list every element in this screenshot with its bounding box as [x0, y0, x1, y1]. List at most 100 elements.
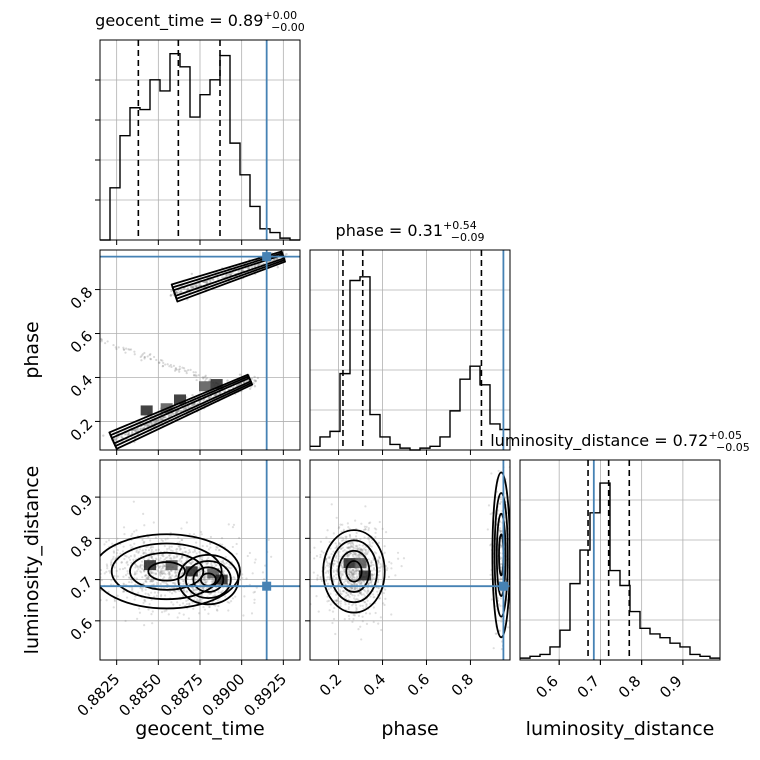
geocent_time-vs-luminosity_distance-point: [180, 578, 184, 581]
geocent_time-vs-phase-point: [186, 405, 190, 408]
phase-vs-luminosity_distance-point: [499, 578, 503, 581]
phase-vs-luminosity_distance-point: [348, 595, 351, 598]
geocent_time-vs-luminosity_distance-point: [88, 556, 90, 558]
geocent_time-vs-phase-point: [185, 372, 188, 375]
phase-vs-luminosity_distance-point: [354, 604, 358, 607]
geocent_time-vs-luminosity_distance-point: [190, 578, 193, 581]
geocent_time-vs-luminosity_distance-point: [133, 598, 136, 601]
geocent_time-vs-luminosity_distance-point: [144, 588, 147, 591]
phase-vs-luminosity_distance-point: [348, 570, 351, 573]
phase-vs-luminosity_distance-point: [370, 569, 373, 572]
phase-vs-luminosity_distance-point: [337, 581, 341, 584]
phase-vs-luminosity_distance-point: [338, 536, 341, 539]
phase-vs-luminosity_distance-point: [339, 602, 342, 605]
geocent_time-vs-luminosity_distance-point: [168, 554, 171, 557]
phase-vs-luminosity_distance-point: [361, 548, 364, 552]
geocent_time-vs-phase-point: [209, 280, 212, 283]
geocent_time-vs-luminosity_distance-point: [105, 599, 108, 602]
phase-vs-luminosity_distance-point: [328, 540, 331, 544]
geocent_time-vs-phase-point: [115, 437, 118, 440]
geocent_time-vs-phase-point: [100, 337, 103, 341]
geocent_time-vs-luminosity_distance-point: [238, 536, 241, 540]
geocent_time-vs-luminosity_distance-point: [208, 605, 211, 609]
geocent_time-vs-luminosity_distance-point: [178, 547, 182, 550]
luminosity-distance-xlabel: luminosity_distance: [526, 718, 715, 740]
geocent_time-vs-phase-point: [204, 374, 207, 377]
phase-vs-luminosity_distance-point: [312, 571, 315, 574]
phase-vs-luminosity_distance-point: [372, 593, 375, 596]
geocent_time-vs-luminosity_distance-point: [125, 555, 128, 558]
phase-vs-luminosity_distance-point: [507, 626, 510, 629]
geocent_time-vs-luminosity_distance-plot-area: [88, 500, 273, 627]
geocent_time-vs-luminosity_distance-point: [207, 578, 210, 581]
phase-vs-luminosity_distance-point: [374, 531, 377, 534]
phase-vs-luminosity_distance-point: [386, 567, 389, 570]
geocent_time-vs-luminosity_distance-point: [192, 589, 195, 592]
geocent_time-vs-luminosity_distance-point: [198, 570, 201, 573]
geocent_time-vs-phase-point: [237, 269, 240, 273]
geocent_time-vs-phase-point: [207, 396, 211, 400]
luminosity_distance-1d-xtick-label: 0.8: [615, 672, 645, 702]
geocent_time-vs-phase-point: [154, 421, 157, 424]
geocent_time-vs-luminosity_distance-point: [180, 555, 184, 558]
phase-vs-luminosity_distance-point: [336, 599, 339, 602]
geocent_time-vs-luminosity_distance-point: [205, 581, 208, 584]
geocent_time-vs-luminosity_distance-point: [112, 551, 116, 554]
phase-vs-luminosity_distance-point: [353, 594, 356, 597]
phase-vs-luminosity_distance-point: [352, 575, 355, 579]
phase-vs-luminosity_distance-point: [324, 571, 328, 574]
phase-vs-luminosity_distance-contours: [322, 471, 510, 639]
geocent_time-vs-phase-point: [146, 355, 149, 358]
phase-vs-luminosity_distance-point: [315, 595, 318, 598]
phase-vs-luminosity_distance-point: [363, 525, 366, 528]
geocent_time-vs-luminosity_distance-point: [136, 617, 139, 620]
phase-vs-luminosity_distance-point: [336, 587, 340, 590]
geocent_time-vs-phase-point: [252, 382, 255, 385]
geocent_time-vs-phase-point: [192, 402, 196, 406]
geocent_time-vs-luminosity_distance-point: [199, 598, 202, 601]
geocent_time-vs-phase-point: [226, 379, 229, 382]
geocent_time-vs-luminosity_distance-point: [149, 569, 152, 573]
geocent_time-vs-luminosity_distance-point: [135, 577, 138, 580]
geocent_time-vs-phase-point: [256, 376, 260, 380]
geocent_time-vs-luminosity_distance-point: [148, 594, 151, 597]
geocent_time-vs-luminosity_distance-point: [111, 542, 114, 545]
phase-vs-luminosity_distance-point: [494, 632, 497, 635]
geocent_time-vs-luminosity_distance-point: [161, 580, 164, 584]
geocent_time-vs-luminosity_distance-point: [191, 587, 195, 590]
geocent_time-vs-luminosity_distance-point: [169, 576, 172, 579]
geocent_time-vs-luminosity_distance-point: [264, 564, 267, 567]
geocent_time-vs-luminosity_distance-point: [178, 589, 181, 593]
geocent_time-vs-luminosity_distance-point: [124, 619, 127, 623]
geocent_time-vs-phase-point: [214, 394, 217, 397]
geocent_time-vs-luminosity_distance-point: [210, 578, 214, 581]
geocent_time-vs-luminosity_distance-point: [182, 589, 186, 592]
geocent_time-vs-luminosity_distance-point: [158, 566, 161, 569]
geocent_time-vs-luminosity_distance-point: [254, 558, 257, 561]
phase-vs-luminosity_distance-point: [378, 556, 381, 560]
phase-vs-luminosity_distance-point: [351, 545, 355, 549]
geocent_time-vs-luminosity_distance-point: [167, 572, 170, 575]
geocent_time-vs-luminosity_distance-point: [188, 561, 191, 564]
phase-vs-luminosity_distance-point: [355, 577, 359, 580]
phase-vs-luminosity_distance-point: [489, 544, 492, 547]
geocent_time-vs-luminosity_distance-point: [186, 582, 190, 585]
geocent_time-vs-luminosity_distance-point: [209, 542, 212, 546]
geocent_time-vs-luminosity_distance-point: [215, 564, 218, 567]
geocent_time-vs-luminosity_distance-point: [110, 559, 113, 562]
geocent_time-vs-luminosity_distance-point: [177, 545, 181, 548]
geocent_time-vs-luminosity_distance-point: [116, 537, 119, 540]
phase-vs-luminosity_distance-point: [370, 573, 373, 576]
geocent_time-vs-luminosity_distance-point: [221, 560, 224, 563]
geocent_time-vs-luminosity_distance-point: [163, 576, 166, 579]
phase-vs-luminosity_distance-point: [370, 579, 373, 582]
geocent_time-vs-phase-point: [139, 355, 142, 359]
phase-vs-luminosity_distance-point: [362, 593, 365, 596]
geocent_time-vs-luminosity_distance-point: [229, 567, 232, 570]
geocent_time-vs-luminosity_distance-point: [159, 565, 162, 568]
phase-vs-luminosity_distance-point: [322, 551, 325, 554]
geocent_time-vs-luminosity_distance-point: [207, 592, 211, 595]
phase-vs-luminosity_distance-point: [326, 582, 330, 585]
phase-vs-luminosity_distance-point: [338, 526, 341, 529]
geocent_time-vs-luminosity_distance-contour: [147, 561, 186, 582]
